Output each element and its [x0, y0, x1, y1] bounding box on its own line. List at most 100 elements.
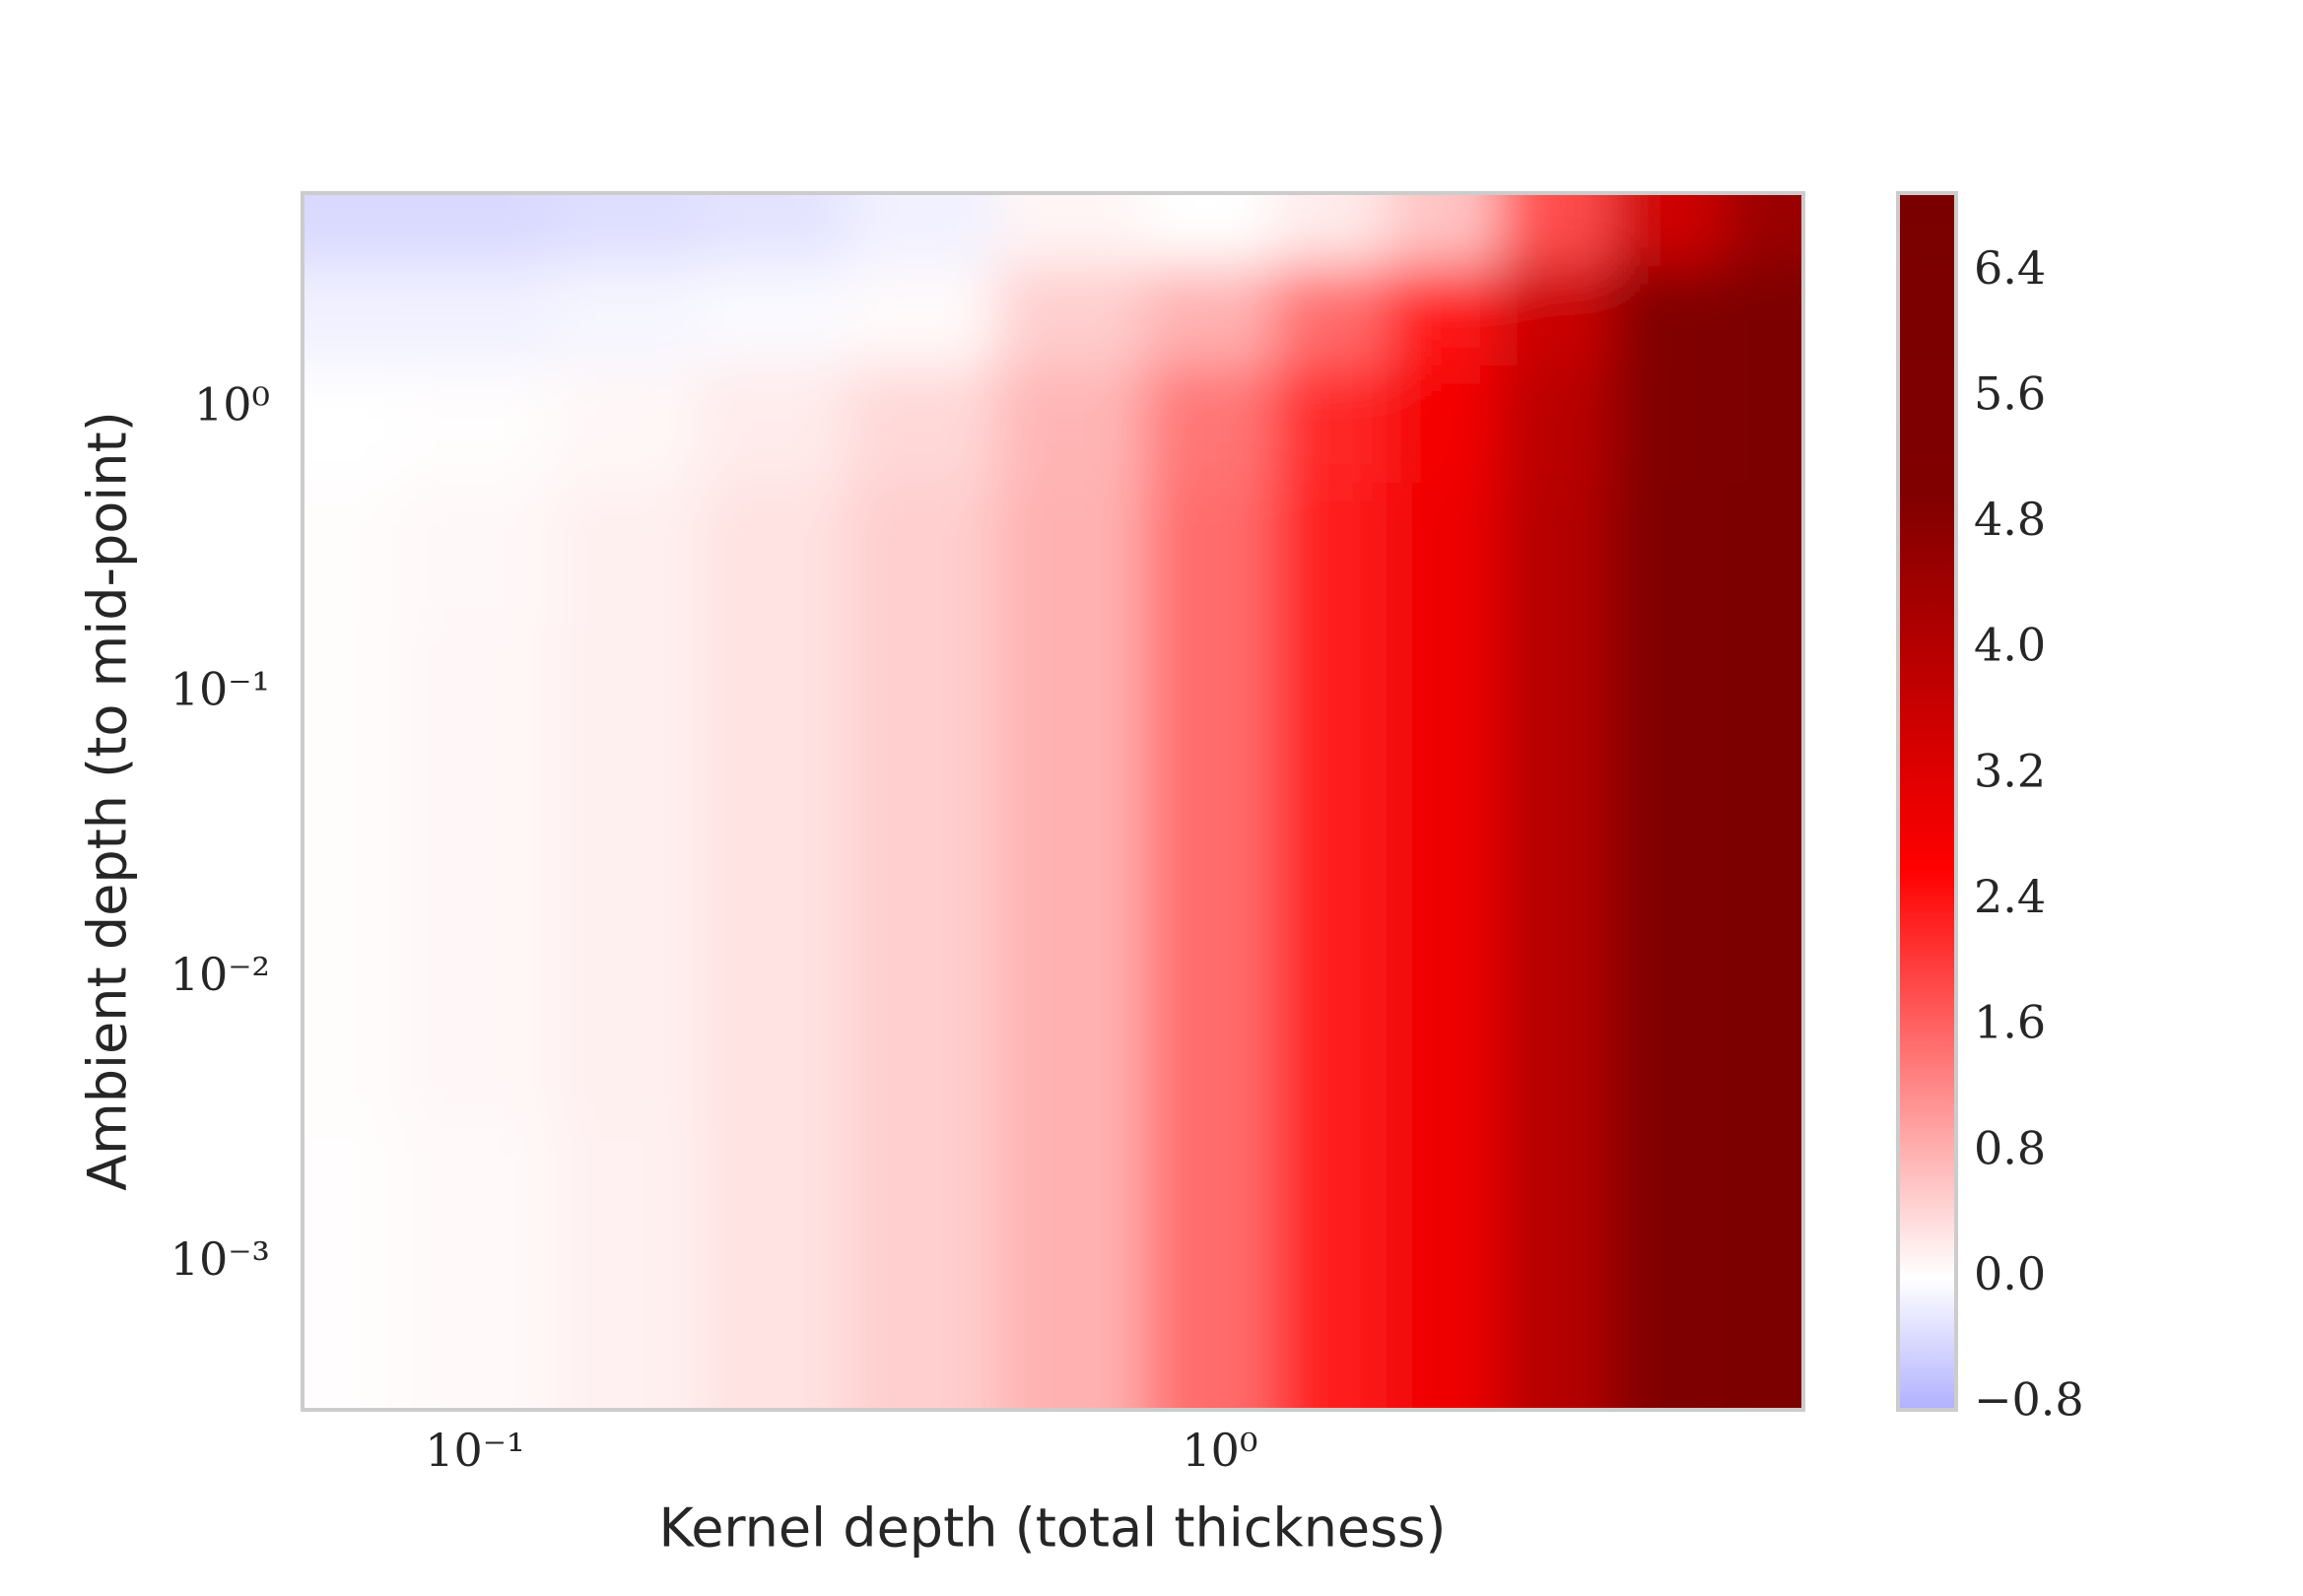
- contour-cell: [400, 835, 553, 1122]
- colorbar-tick-label: 4.8: [1974, 493, 2046, 546]
- contour-cell: [1498, 366, 1612, 485]
- contour-cell: [1386, 835, 1500, 1122]
- contour-cell: [699, 193, 848, 267]
- contour-cell: [996, 366, 1147, 485]
- contour-cell: [1145, 366, 1276, 485]
- colorbar-tick-label: 6.4: [1974, 241, 2046, 295]
- contour-cell: [1498, 1319, 1612, 1410]
- y-tick-label: 10⁰: [194, 378, 270, 432]
- contour-cell: [551, 483, 701, 627]
- contour-cell: [400, 265, 553, 367]
- colorbar-tick-label: 1.6: [1974, 996, 2046, 1049]
- contour-cell: [1723, 483, 1803, 627]
- contour-cell: [303, 366, 402, 485]
- colorbar: [1898, 193, 1956, 1410]
- contour-cell: [1386, 1120, 1500, 1321]
- contour-cell: [1498, 1120, 1612, 1321]
- contour-cell: [1723, 193, 1803, 267]
- contour-cell: [1145, 835, 1276, 1122]
- contour-cell: [400, 625, 553, 837]
- plot-area: [303, 193, 1803, 1410]
- contour-cell: [996, 265, 1147, 367]
- contour-cell: [1723, 265, 1803, 367]
- contour-cell: [996, 193, 1147, 267]
- contour-cell: [847, 366, 998, 485]
- contour-cell: [996, 625, 1147, 837]
- contour-cell: [1610, 366, 1725, 485]
- contour-cell: [1610, 835, 1725, 1122]
- y-tick-label: 10⁻²: [170, 948, 270, 1001]
- plot-frame: [301, 191, 1805, 1412]
- contour-cell: [551, 625, 701, 837]
- contour-cell: [847, 193, 998, 267]
- contour-cell: [1274, 1120, 1388, 1321]
- contour-cell: [1386, 483, 1500, 627]
- contour-cell: [303, 265, 402, 367]
- contour-cell: [551, 1319, 701, 1410]
- contour-cell: [551, 265, 701, 367]
- contour-cell: [699, 835, 848, 1122]
- contour-cell: [1723, 625, 1803, 837]
- contour-cell: [1145, 265, 1276, 367]
- contour-cell: [1274, 366, 1388, 485]
- contour-cell: [1498, 483, 1612, 627]
- contour-cell: [699, 366, 848, 485]
- colorbar-tick-label: 0.0: [1974, 1247, 2046, 1300]
- contour-cell: [1610, 193, 1725, 267]
- colorbar-tick-label: 2.4: [1974, 870, 2046, 923]
- contour-cell: [847, 1319, 998, 1410]
- contour-cell: [1498, 193, 1612, 267]
- contour-cell: [1274, 483, 1388, 627]
- contour-cell: [1145, 483, 1276, 627]
- contour-cell: [1610, 1120, 1725, 1321]
- contour-cell: [303, 1120, 402, 1321]
- contour-cell: [400, 1319, 553, 1410]
- colorbar-tick-label: 0.8: [1974, 1121, 2046, 1174]
- contour-cell: [1274, 265, 1388, 367]
- y-tick-label: 10⁻¹: [170, 663, 270, 716]
- contour-cell: [996, 835, 1147, 1122]
- colorbar-tick-label: 4.0: [1974, 619, 2046, 672]
- contour-cell: [1723, 1319, 1803, 1410]
- contour-cell: [303, 1319, 402, 1410]
- x-axis-label: Kernel depth (total thickness): [658, 1497, 1446, 1560]
- contour-cell: [996, 483, 1147, 627]
- y-tick-label: 10⁻³: [170, 1232, 270, 1286]
- colorbar-tick-label: −0.8: [1974, 1373, 2084, 1427]
- contour-cell: [551, 366, 701, 485]
- contour-cell: [847, 625, 998, 837]
- contour-cell: [1498, 625, 1612, 837]
- contour-cell: [551, 1120, 701, 1321]
- contour-cell: [847, 1120, 998, 1321]
- contour-cell: [1145, 1120, 1276, 1321]
- contour-cell: [1610, 1319, 1725, 1410]
- contour-cell: [1145, 193, 1276, 267]
- contour-cell: [551, 193, 701, 267]
- contour-cell: [1145, 625, 1276, 837]
- contour-cell: [303, 483, 402, 627]
- contour-cell: [400, 1120, 553, 1321]
- x-tick-label: 10⁻¹: [425, 1424, 524, 1477]
- contour-cell: [1274, 193, 1388, 267]
- contour-cell: [699, 1319, 848, 1410]
- contour-cell: [551, 835, 701, 1122]
- contour-cell: [400, 193, 553, 267]
- colorbar-tick-label: 3.2: [1974, 744, 2046, 797]
- contour-cell: [303, 193, 402, 267]
- contour-cell: [1145, 1319, 1276, 1410]
- contour-cell: [699, 625, 848, 837]
- contour-cell: [400, 366, 553, 485]
- x-tick-label: 10⁰: [1182, 1424, 1257, 1477]
- contour-cell: [1498, 835, 1612, 1122]
- contour-cell: [1274, 1319, 1388, 1410]
- contour-cell: [1610, 265, 1725, 367]
- contour-cell: [1274, 835, 1388, 1122]
- contour-cell: [1386, 265, 1500, 367]
- contour-cell: [847, 835, 998, 1122]
- contour-cell: [303, 835, 402, 1122]
- contour-cell: [996, 1120, 1147, 1321]
- contour-cell: [1498, 265, 1612, 367]
- contour-cell: [847, 265, 998, 367]
- contour-cell: [699, 1120, 848, 1321]
